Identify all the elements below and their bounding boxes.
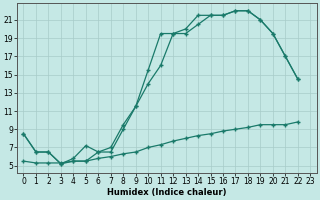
X-axis label: Humidex (Indice chaleur): Humidex (Indice chaleur) bbox=[107, 188, 227, 197]
